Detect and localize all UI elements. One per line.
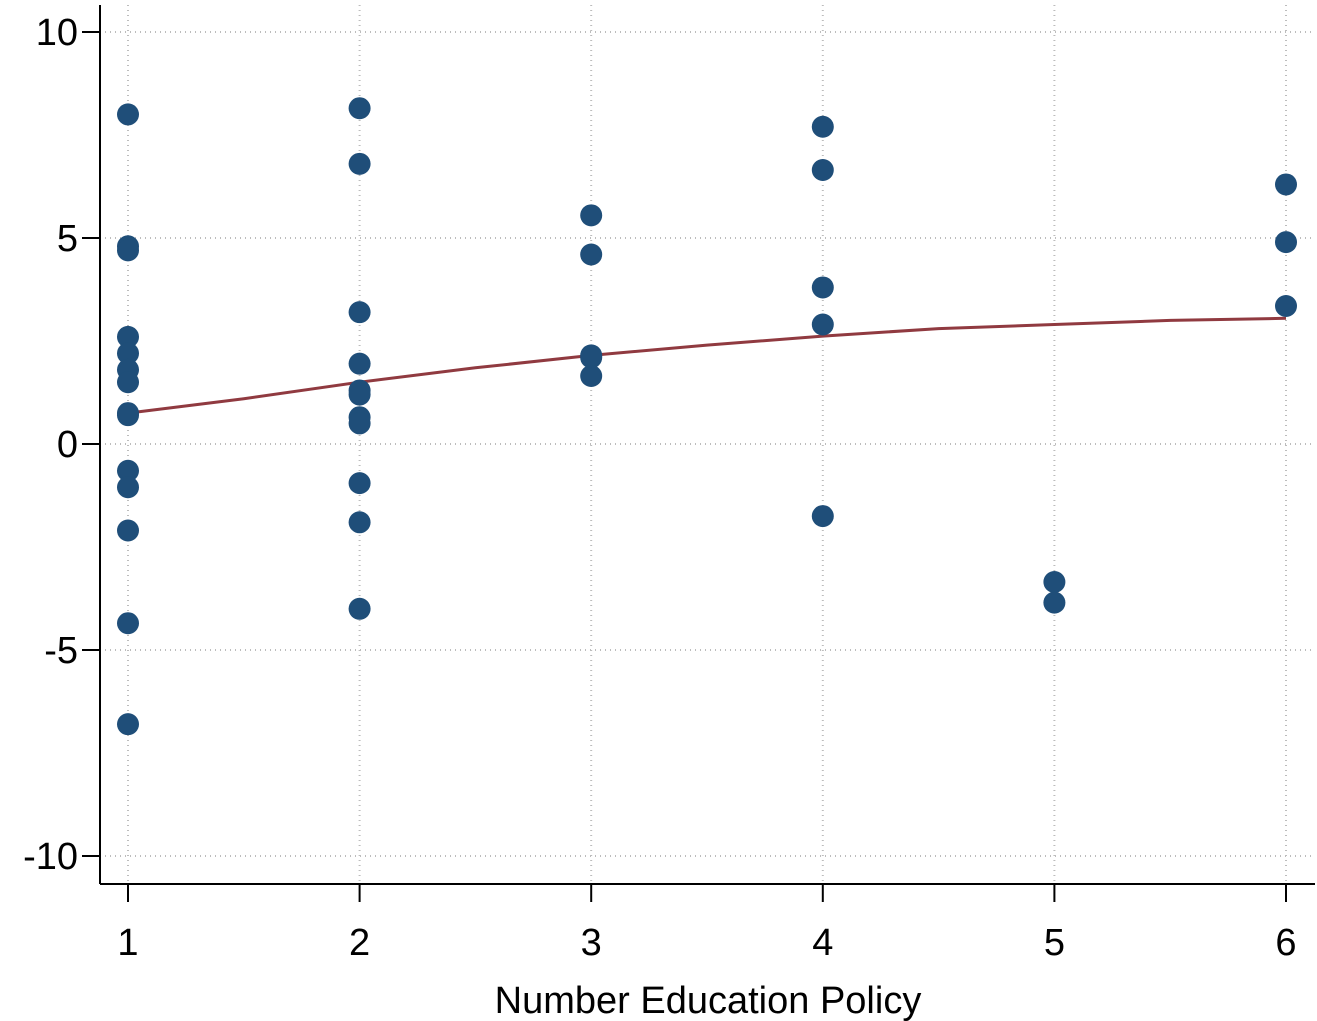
scatter-point — [348, 97, 371, 120]
scatter-point — [580, 346, 603, 369]
x-tick-label: 5 — [1044, 922, 1065, 964]
scatter-point — [1043, 571, 1066, 594]
grid-lines — [100, 5, 1315, 884]
scatter-point — [348, 412, 371, 435]
scatter-point — [348, 597, 371, 620]
x-tick-label: 1 — [117, 922, 138, 964]
scatter-point — [117, 103, 139, 126]
scatter-point — [1043, 591, 1066, 614]
scatter-point — [117, 325, 139, 348]
scatter-point — [117, 404, 139, 427]
scatter-point — [348, 152, 371, 175]
scatter-point — [117, 612, 139, 635]
scatter-point — [348, 511, 371, 534]
scatter-point — [1275, 231, 1297, 254]
fit-line-group — [127, 316, 1287, 415]
x-axis-title: Number Education Policy — [495, 980, 922, 1021]
scatter-point — [117, 459, 139, 482]
scatter-point — [811, 276, 834, 299]
scatter-point — [348, 301, 371, 324]
y-tick-label: 10 — [36, 12, 78, 54]
axes — [99, 5, 1315, 885]
scatter-point — [117, 713, 139, 736]
scatter-point — [348, 383, 371, 406]
y-tick-label: -5 — [44, 630, 78, 672]
scatter-point — [811, 115, 834, 138]
scatter-point — [117, 342, 139, 365]
x-tick-label: 6 — [1275, 922, 1296, 964]
scatter-points — [117, 97, 1297, 736]
scatter-point — [580, 365, 603, 388]
scatter-point — [580, 243, 603, 266]
scatter-point — [811, 505, 834, 528]
x-tick-label: 4 — [812, 922, 833, 964]
scatter-point — [1275, 294, 1297, 317]
y-tick-label: 5 — [57, 218, 78, 260]
x-tick-label: 3 — [581, 922, 602, 964]
x-tick-label: 2 — [349, 922, 370, 964]
scatter-point — [580, 204, 603, 227]
scatter-point — [348, 352, 371, 375]
y-tick-label: 0 — [57, 424, 78, 466]
fit-line — [127, 316, 1287, 415]
scatter-point — [117, 476, 139, 499]
scatter-point — [348, 472, 371, 495]
scatter-point — [811, 159, 834, 182]
scatter-point — [117, 371, 139, 394]
axis-ticks: 10 5 0 -5 -10 1 2 3 4 5 6 — [23, 12, 1296, 964]
scatter-point — [117, 519, 139, 542]
y-tick-label: -10 — [23, 836, 78, 878]
scatter-point — [117, 239, 139, 262]
scatter-point — [811, 313, 834, 336]
scatter-point — [1275, 173, 1297, 196]
